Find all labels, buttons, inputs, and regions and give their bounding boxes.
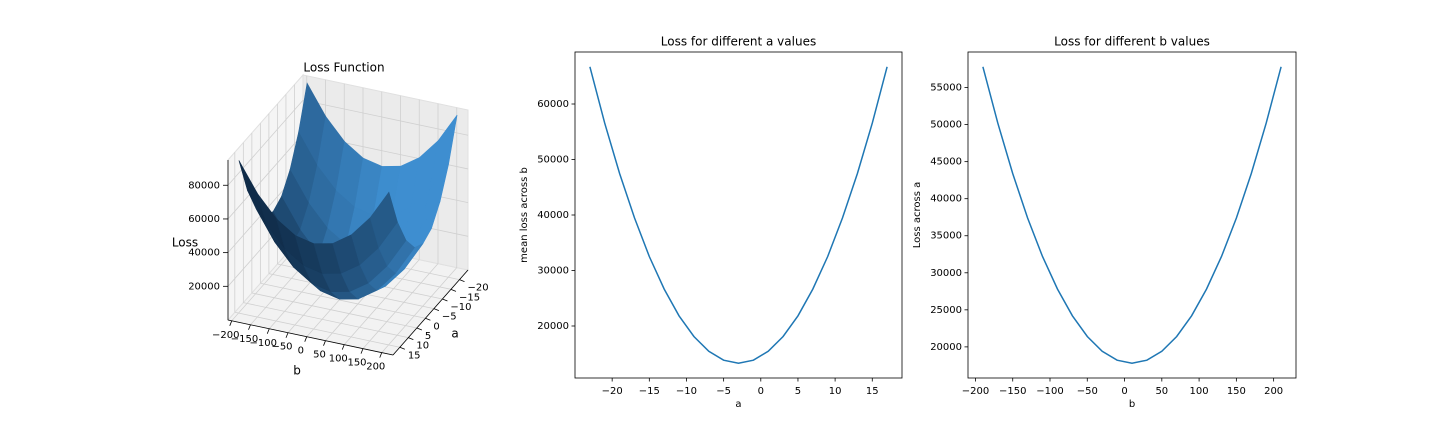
x-tick-label: −5 [716,386,731,397]
y-tick-label: 55000 [930,83,962,94]
x-tick [229,320,233,326]
z-tick-label: 60000 [188,214,220,225]
x-tick [360,348,364,354]
x-tick-label: 150 [347,358,366,369]
axis-line [392,269,469,356]
x-tick-label: 50 [313,350,326,361]
y-tick [433,308,440,312]
y-tick-label: −10 [450,302,471,313]
y-tick-label: −15 [459,292,480,303]
x-tick-label: 200 [366,362,385,373]
y-tick-label: −20 [467,283,488,294]
line-series [982,66,1282,364]
x-tick-label: −50 [271,342,292,353]
line-series [589,66,888,364]
y-tick-label: 20000 [537,321,569,332]
x-tick-label: 5 [795,386,801,397]
chart-title: Loss for different a values [661,35,816,49]
y-tick [459,279,465,283]
x-tick-label: 0 [758,386,764,397]
y-tick-label: 30000 [537,265,569,276]
x-tick-label: 100 [1190,386,1209,397]
y-tick-label: 20000 [930,342,962,353]
y-tick-label: 5 [425,331,431,342]
y-axis-label: Loss across a [912,182,923,248]
y-tick-label: 25000 [930,305,962,316]
x-tick [341,344,345,350]
x-tick-label: 50 [1155,386,1168,397]
x-tick-label: −150 [231,334,258,345]
x-tick-label: −50 [1077,386,1098,397]
axes-frame [574,51,903,379]
x-axis-label: a [735,399,741,410]
chart-title: Loss for different b values [1054,35,1210,49]
z-tick-label: 20000 [188,281,220,292]
x-tick-label: −20 [602,386,623,397]
grid-line [243,302,409,339]
y-tick-label: 10 [416,341,429,352]
grid-line [381,267,458,353]
grid-line [227,99,304,186]
y-axis-label: mean loss across b [519,167,530,263]
x-tick-label: −100 [1036,386,1063,397]
grid-line [251,292,417,329]
x-tick-label: −100 [250,338,277,349]
z-axis-label: Loss [172,236,198,250]
y-tick [425,317,431,321]
y-tick-label: 40000 [537,210,569,221]
y-tick-label: 60000 [537,99,569,110]
x-tick-label: 200 [1264,386,1283,397]
y-tick-label: 30000 [930,268,962,279]
y-tick-label: 40000 [930,194,962,205]
z-tick-label: 40000 [188,248,220,259]
x-tick [304,336,308,342]
grid-line [362,263,439,349]
x-tick-label: −15 [639,386,660,397]
grid-line [302,99,469,136]
y-axis-label: a [451,327,458,341]
y-tick [416,327,423,331]
y-tick-label: 50000 [930,120,962,131]
x-tick [323,340,326,346]
x-tick [379,352,383,358]
y-tick [408,337,414,340]
x-tick-label: −150 [999,386,1026,397]
x-axis-label: b [293,364,301,378]
x-tick [248,324,251,330]
grid-line [234,311,400,348]
y-tick [450,288,457,292]
x-tick-label: −200 [212,330,239,341]
surface-patch [369,191,398,249]
y-tick-label: 45000 [930,157,962,168]
y-tick-label: 35000 [930,231,962,242]
x-tick-label: 0 [298,346,304,357]
axes-frame [967,51,1297,379]
y-tick-label: 15 [408,350,421,361]
x-tick-label: 150 [1227,386,1246,397]
y-tick [399,346,405,350]
x-tick [285,332,289,338]
grid-line [227,133,304,220]
x-tick [266,328,270,334]
x-tick-label: −200 [962,386,989,397]
x-tick-label: 10 [829,386,842,397]
z-tick-label: 80000 [188,180,220,191]
y-tick-label: 0 [433,321,439,332]
axis-line [227,319,394,356]
y-tick-label: 50000 [537,155,569,166]
x-tick-label: −10 [676,386,697,397]
y-tick-label: −5 [442,312,457,323]
x-tick-label: 100 [329,354,348,365]
x-tick-label: 15 [866,386,879,397]
y-tick [442,298,448,302]
grid-line [260,282,426,319]
x-tick-label: 0 [1121,386,1127,397]
grid-line [343,259,420,345]
chart-title: Loss Function [303,61,384,75]
x-axis-label: b [1129,399,1135,410]
